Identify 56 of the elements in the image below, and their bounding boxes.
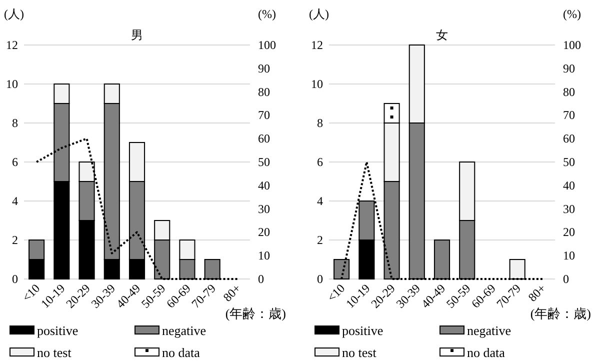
y2-tick-label: 90	[563, 61, 575, 76]
legend-label: no test	[342, 345, 377, 360]
legend-label: no test	[37, 345, 72, 360]
y-axis-title: (人)	[309, 7, 329, 21]
legend-label: positive	[37, 323, 78, 338]
y-axis-title: (人)	[4, 7, 24, 21]
y2-tick-label: 100	[258, 38, 276, 52]
y2-tick-label: 10	[258, 248, 270, 263]
legend-label: no data	[162, 345, 200, 360]
y-tick-label: 4	[317, 194, 323, 208]
y-tick-label: 12	[311, 38, 323, 52]
y2-tick-label: 0	[563, 272, 569, 286]
x-axis-title: (年齢：歳)	[530, 306, 591, 321]
y2-tick-label: 20	[563, 225, 575, 240]
y2-tick-label: 20	[258, 225, 270, 240]
x-tick-label: <10	[324, 281, 348, 304]
y-tick-label: 10	[311, 77, 323, 91]
y-tick-label: 12	[6, 38, 18, 52]
y2-tick-label: 50	[563, 155, 575, 169]
y2-tick-label: 30	[258, 202, 270, 216]
y2-tick-label: 10	[563, 248, 575, 263]
y2-tick-label: 40	[258, 178, 270, 192]
legend-label: no data	[467, 345, 506, 360]
x-tick-label: 80+	[220, 281, 244, 304]
y2-tick-label: 50	[258, 155, 270, 169]
chart-title: 男	[131, 28, 143, 42]
y-tick-label: 6	[12, 155, 18, 169]
y2-axis-title: (%)	[563, 7, 581, 21]
y-tick-label: 0	[317, 272, 323, 286]
y2-tick-label: 40	[563, 178, 575, 192]
legend-label: positive	[342, 323, 384, 338]
y-tick-label: 8	[317, 116, 323, 130]
y2-tick-label: 90	[258, 61, 270, 76]
x-tick-label: 80+	[525, 281, 549, 304]
legend-label: negative	[467, 323, 512, 338]
y-tick-label: 4	[12, 194, 18, 208]
y2-tick-label: 0	[258, 272, 264, 286]
y2-tick-label: 60	[563, 132, 575, 146]
y2-tick-label: 70	[258, 108, 270, 122]
y-tick-label: 6	[317, 155, 323, 169]
y2-tick-label: 70	[563, 108, 575, 122]
y2-tick-label: 30	[563, 202, 575, 216]
y-tick-label: 2	[12, 233, 18, 247]
y2-tick-label: 60	[258, 132, 270, 146]
x-axis-title: (年齢：歳)	[225, 306, 286, 321]
y-tick-label: 2	[317, 233, 323, 247]
chart-title: 女	[436, 28, 448, 42]
y2-tick-label: 80	[563, 84, 575, 99]
y2-tick-label: 100	[563, 38, 581, 52]
legend-label: negative	[162, 323, 206, 338]
y2-axis-title: (%)	[258, 7, 276, 21]
y2-tick-label: 80	[258, 84, 270, 99]
x-tick-label: <10	[19, 281, 43, 304]
y-tick-label: 0	[12, 272, 18, 286]
y-tick-label: 8	[12, 116, 18, 130]
y-tick-label: 10	[6, 77, 18, 91]
